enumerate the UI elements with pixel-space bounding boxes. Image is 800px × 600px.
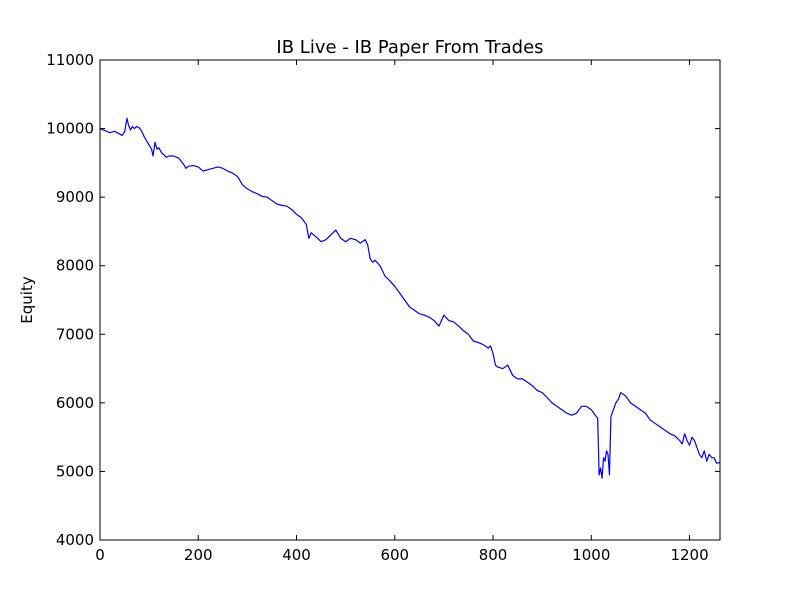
y-tick-label: 5000 — [56, 462, 94, 480]
x-tick-label: 600 — [380, 546, 409, 564]
y-tick-label: 6000 — [56, 394, 94, 412]
plot-frame — [99, 59, 721, 541]
y-tick-label: 10000 — [46, 120, 94, 138]
x-tick-label: 400 — [282, 546, 311, 564]
chart-title: IB Live - IB Paper From Trades — [276, 37, 543, 58]
x-tick-label: 0 — [95, 546, 105, 564]
y-axis-label: Equity — [18, 276, 36, 324]
x-tick-label: 800 — [479, 546, 508, 564]
y-tick-label: 8000 — [56, 257, 94, 275]
plot-area: 0 200 400 600 800 1000 1200 4000 5000 6000 7000 800… — [46, 51, 721, 564]
y-tick-label: 4000 — [56, 531, 94, 549]
x-tick-label: 1000 — [572, 546, 610, 564]
series-line-0 — [100, 117, 720, 479]
x-tick-label: 1200 — [670, 546, 708, 564]
y-tick-label: 9000 — [56, 188, 94, 206]
y-tick-label: 11000 — [46, 51, 94, 69]
x-tick-label: 200 — [184, 546, 213, 564]
y-tick-label: 7000 — [56, 325, 94, 343]
